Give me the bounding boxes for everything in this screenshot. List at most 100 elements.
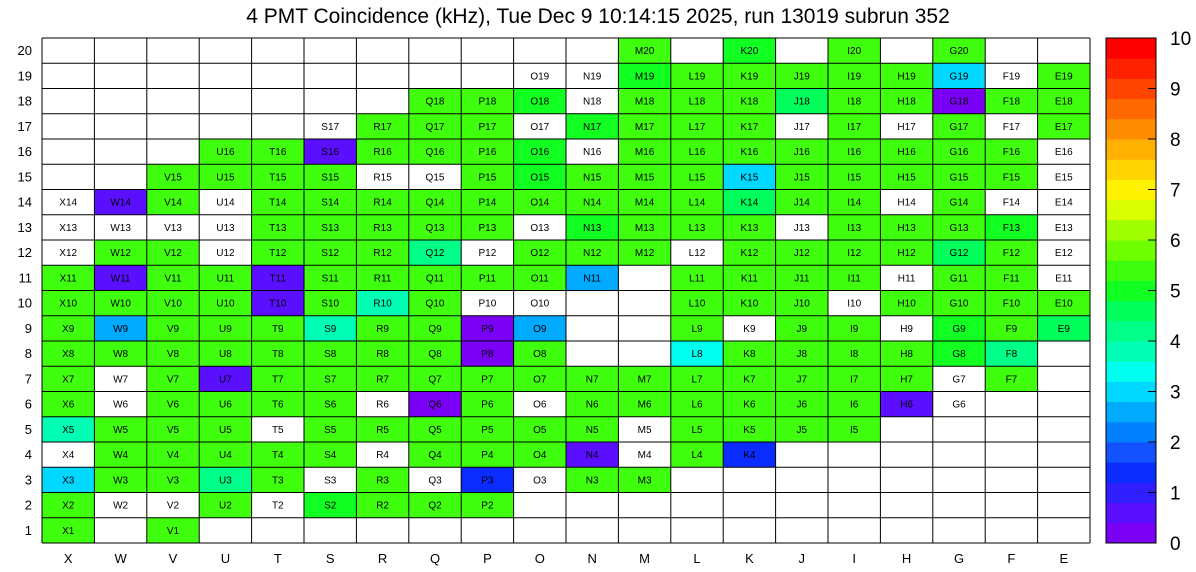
cell-label-x2: X2 — [62, 501, 75, 512]
cell-label-v8: V8 — [167, 349, 180, 360]
cell-label-m16: M16 — [635, 147, 655, 158]
heatmap-cell-o15 — [513, 164, 566, 190]
cell-label-u14: U14 — [216, 198, 235, 209]
heatmap-cell-s17 — [304, 113, 357, 139]
x-tick-label-o: O — [535, 551, 545, 566]
cell-label-t4: T4 — [272, 450, 284, 461]
heatmap-cell-w2 — [94, 492, 147, 518]
heatmap-cell-p7 — [461, 366, 514, 392]
heatmap-cell-q18 — [408, 88, 462, 114]
cell-label-j15: J15 — [794, 172, 811, 183]
heatmap-cell-e19 — [1037, 63, 1090, 89]
heatmap-cell-t13 — [251, 214, 304, 240]
cell-label-n13: N13 — [583, 223, 602, 234]
cell-label-g19: G19 — [950, 71, 969, 82]
cell-label-h19: H19 — [897, 71, 916, 82]
heatmap-cell-f16 — [985, 139, 1038, 165]
heatmap-cell-v6 — [146, 391, 200, 417]
heatmap-cell-q2 — [408, 492, 462, 518]
heatmap-cell-t8 — [251, 341, 304, 367]
heatmap-cell-l4 — [670, 442, 724, 468]
cell-label-p13: P13 — [479, 223, 497, 234]
heatmap-cell-w10 — [94, 290, 147, 316]
cell-label-o3: O3 — [533, 475, 547, 486]
heatmap-cell-j16 — [775, 139, 828, 165]
heatmap-cell-x9 — [42, 315, 95, 341]
heatmap-cell-o5 — [513, 416, 566, 442]
heatmap-cell-v15 — [146, 164, 200, 190]
heatmap-cell-m20 — [618, 38, 671, 64]
cell-label-s17: S17 — [321, 122, 339, 133]
heatmap-cell-n6 — [566, 391, 619, 417]
colorbar-segment — [1106, 341, 1156, 362]
colorbar-tick-label-8: 8 — [1170, 130, 1181, 151]
cell-label-j18: J18 — [794, 97, 811, 108]
cell-label-t14: T14 — [269, 198, 287, 209]
colorbar-tick-label-10: 10 — [1170, 29, 1191, 50]
heatmap-cell-t12 — [251, 240, 304, 266]
heatmap-cell-j18 — [775, 88, 828, 114]
cell-label-u4: U4 — [219, 450, 232, 461]
heatmap-cell-j12 — [775, 240, 828, 266]
cell-label-i14: I14 — [847, 198, 861, 209]
heatmap-cell-i9 — [828, 315, 881, 341]
cell-label-m6: M6 — [638, 400, 652, 411]
cell-label-e11: E11 — [1055, 273, 1072, 284]
y-tick-label-14: 14 — [18, 195, 32, 210]
cell-label-u12: U12 — [216, 248, 235, 259]
x-tick-label-r: R — [378, 551, 387, 566]
cell-label-w9: W9 — [113, 324, 128, 335]
cell-label-w10: W10 — [110, 299, 131, 310]
cell-label-r7: R7 — [376, 374, 389, 385]
heatmap-cell-g8 — [932, 341, 986, 367]
heatmap-cell-u8 — [199, 341, 252, 367]
cell-label-q14: Q14 — [426, 198, 445, 209]
x-tick-label-n: N — [588, 551, 597, 566]
cell-label-n4: N4 — [586, 450, 599, 461]
heatmap-cell-f13 — [985, 214, 1038, 240]
cell-label-o5: O5 — [533, 425, 547, 436]
cell-label-k12: K12 — [741, 248, 759, 259]
heatmap-cell-p9 — [461, 315, 514, 341]
heatmap-cell-j6 — [775, 391, 828, 417]
cell-label-u16: U16 — [216, 147, 235, 158]
heatmap-cell-k6 — [723, 391, 776, 417]
heatmap-cell-m6 — [618, 391, 671, 417]
colorbar-tick-label-4: 4 — [1170, 332, 1181, 353]
heatmap-cell-o8 — [513, 341, 566, 367]
cell-label-l9: L9 — [691, 324, 703, 335]
cell-label-i7: I7 — [850, 374, 859, 385]
colorbar-segment — [1106, 219, 1156, 241]
cell-label-l12: L12 — [689, 248, 706, 259]
heatmap-cell-m16 — [618, 139, 671, 165]
heatmap-cell-h19 — [880, 63, 933, 89]
cell-label-o13: O13 — [530, 223, 549, 234]
cell-label-x7: X7 — [62, 374, 75, 385]
heatmap-cell-t7 — [251, 366, 304, 392]
heatmap-cell-m3 — [618, 467, 671, 493]
cell-label-r12: R12 — [373, 248, 392, 259]
cell-label-p9: P9 — [481, 324, 494, 335]
colorbar-segment — [1106, 381, 1156, 403]
heatmap-cell-r11 — [356, 265, 409, 291]
cell-label-h18: H18 — [897, 97, 916, 108]
heatmap-cell-q8 — [408, 341, 462, 367]
heatmap-cell-o6 — [513, 391, 566, 417]
cell-label-f14: F14 — [1003, 198, 1021, 209]
cell-label-r3: R3 — [376, 475, 389, 486]
heatmap-cell-w7 — [94, 366, 147, 392]
heatmap-cell-v1 — [146, 517, 200, 543]
heatmap-cell-l12 — [670, 240, 724, 266]
x-tick-label-f: F — [1007, 551, 1015, 566]
heatmap-cell-h12 — [880, 240, 933, 266]
cell-label-s10: S10 — [321, 299, 339, 310]
heatmap-cell-e17 — [1037, 113, 1090, 139]
cell-label-i10: I10 — [847, 299, 861, 310]
cell-label-q6: Q6 — [428, 400, 442, 411]
cell-label-f7: F7 — [1006, 374, 1018, 385]
cell-label-u13: U13 — [216, 223, 235, 234]
heatmap-cell-j9 — [775, 315, 828, 341]
heatmap-cell-u12 — [199, 240, 252, 266]
cell-label-f13: F13 — [1003, 223, 1021, 234]
heatmap-cell-k4 — [723, 442, 776, 468]
